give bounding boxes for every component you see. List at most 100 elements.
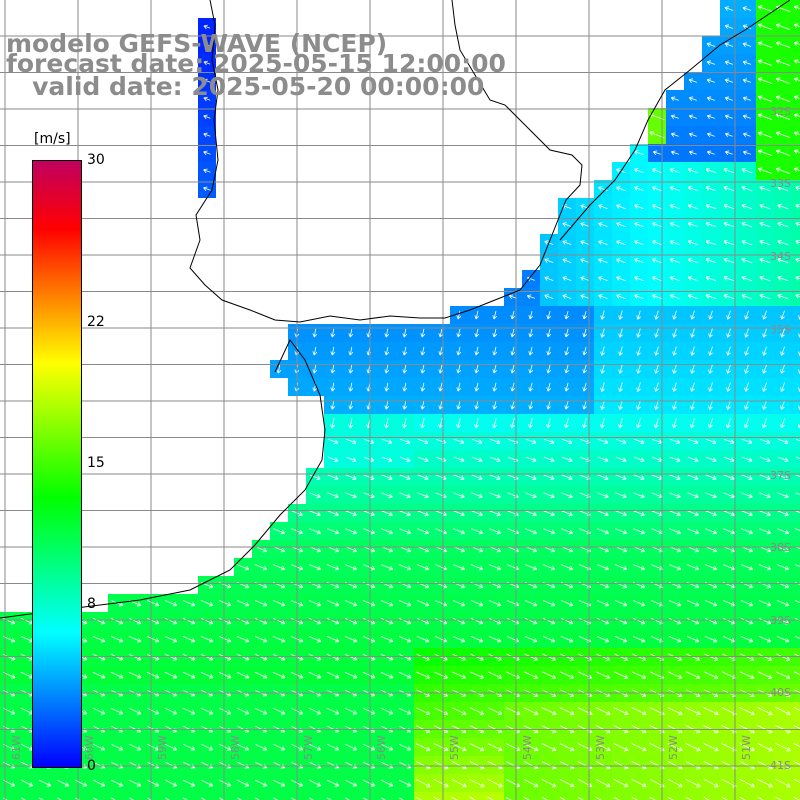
- wind-arrow: [636, 400, 641, 410]
- wind-arrow: [309, 797, 314, 800]
- wind-arrow: [452, 600, 466, 607]
- wind-arrow: [505, 743, 521, 752]
- wind-arrow: [651, 168, 662, 174]
- wind-arrow: [687, 474, 699, 481]
- wind-arrow: [742, 96, 751, 101]
- wind-cell: [216, 792, 234, 800]
- wind-arrow: [471, 492, 483, 499]
- lat-label: 37S: [770, 469, 791, 482]
- wind-arrow: [708, 400, 713, 410]
- wind-arrow: [562, 276, 572, 281]
- wind-arrow: [757, 77, 772, 84]
- wind-arrow: [344, 600, 358, 607]
- wind-arrow: [724, 150, 733, 156]
- wind-arrow: [201, 743, 214, 751]
- wind-arrow: [614, 636, 628, 643]
- wind-arrow: [488, 636, 502, 643]
- wind-arrow: [780, 346, 785, 356]
- wind-arrow: [546, 310, 552, 320]
- wind-arrow: [489, 528, 502, 535]
- wind-arrow: [613, 743, 629, 752]
- wind-arrow: [237, 779, 250, 787]
- wind-arrow: [742, 114, 751, 119]
- wind-cell: [144, 792, 162, 800]
- wind-arrow: [456, 310, 462, 320]
- wind-cell: [792, 432, 800, 450]
- wind-arrow: [559, 779, 575, 788]
- wind-arrow: [402, 400, 408, 410]
- wind-arrow: [741, 204, 753, 210]
- wind-cell: [126, 792, 144, 800]
- wind-cell: [468, 792, 486, 800]
- wind-cell: [792, 198, 800, 216]
- wind-arrow: [687, 510, 699, 517]
- wind-arrow: [706, 60, 716, 65]
- wind-arrow: [183, 743, 196, 751]
- wind-arrow: [75, 779, 88, 787]
- wind-arrow: [795, 564, 800, 568]
- wind-arrow: [793, 671, 800, 675]
- wind-cell: [792, 216, 800, 234]
- wind-arrow: [598, 258, 608, 263]
- wind-arrow: [775, 131, 790, 138]
- wind-arrow: [705, 204, 717, 210]
- wind-arrow: [326, 636, 340, 643]
- wind-arrow: [757, 167, 772, 174]
- wind-arrow: [474, 310, 480, 320]
- wind-arrow: [165, 797, 170, 800]
- wind-cell: [486, 792, 504, 800]
- wind-arrow: [667, 778, 683, 788]
- wind-arrow: [615, 474, 627, 481]
- wind-arrow: [690, 400, 695, 410]
- wind-arrow: [777, 257, 789, 264]
- wind-arrow: [219, 707, 232, 715]
- wind-arrow: [757, 23, 772, 30]
- wind-arrow: [685, 743, 701, 752]
- coastline: [189, 0, 583, 323]
- wind-arrow: [618, 364, 623, 374]
- wind-arrow: [775, 671, 791, 679]
- wind-arrow: [615, 438, 627, 444]
- wind-arrow: [417, 528, 430, 535]
- wind-arrow: [560, 600, 574, 607]
- wind-arrow: [633, 528, 646, 535]
- wind-arrow: [686, 618, 700, 625]
- wind-arrow: [273, 797, 278, 800]
- wind-arrow: [363, 438, 375, 444]
- wind-arrow: [147, 779, 160, 787]
- lat-label: 32S: [770, 105, 791, 118]
- wind-arrow: [348, 417, 353, 429]
- wind-arrow: [363, 456, 375, 462]
- wind-arrow: [474, 417, 479, 429]
- wind-arrow: [582, 400, 587, 410]
- wind-arrow: [381, 797, 386, 800]
- wind-arrow: [580, 222, 590, 227]
- wind-arrow: [703, 743, 719, 752]
- wind-cell: [18, 792, 36, 800]
- wind-arrow: [541, 797, 548, 800]
- lon-label: 56W: [375, 735, 388, 760]
- wind-arrow: [399, 474, 411, 481]
- wind-arrow: [510, 328, 516, 338]
- wind-arrow: [559, 707, 575, 716]
- wind-arrow: [780, 418, 786, 429]
- wind-arrow: [505, 707, 521, 716]
- wind-arrow: [723, 276, 735, 282]
- wind-arrow: [776, 618, 790, 625]
- wind-arrow: [380, 671, 394, 679]
- wind-cell: [792, 666, 800, 684]
- wind-arrow: [759, 438, 771, 444]
- wind-arrow: [542, 618, 556, 625]
- wind-arrow: [708, 328, 713, 338]
- wind-arrow: [203, 168, 211, 174]
- wind-cell: [792, 360, 800, 378]
- wind-arrow: [615, 564, 628, 571]
- wind-arrow: [438, 417, 443, 429]
- wind-arrow: [363, 528, 376, 535]
- coastline-uruguay-east: [559, 0, 791, 241]
- wind-arrow: [762, 418, 768, 429]
- wind-arrow: [254, 636, 268, 643]
- wind-arrow: [363, 564, 376, 571]
- wind-arrow: [362, 600, 376, 607]
- wind-arrow: [363, 474, 375, 481]
